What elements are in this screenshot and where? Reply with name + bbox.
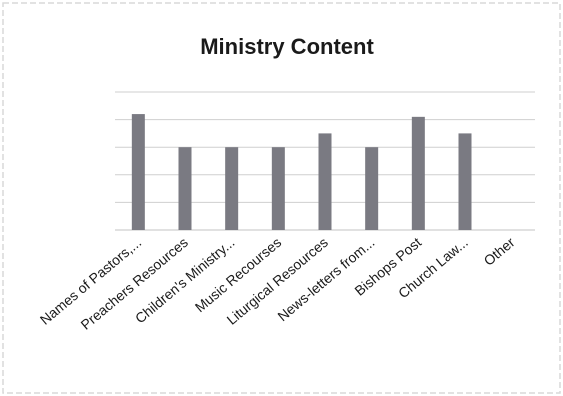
bar	[271, 147, 285, 230]
bar	[458, 133, 472, 230]
bar	[411, 116, 425, 230]
bars	[131, 114, 472, 230]
bar	[365, 147, 379, 230]
bar	[178, 147, 192, 230]
bar	[318, 133, 332, 230]
chart-title: Ministry Content	[200, 34, 374, 59]
bar	[225, 147, 239, 230]
bar	[131, 114, 145, 230]
